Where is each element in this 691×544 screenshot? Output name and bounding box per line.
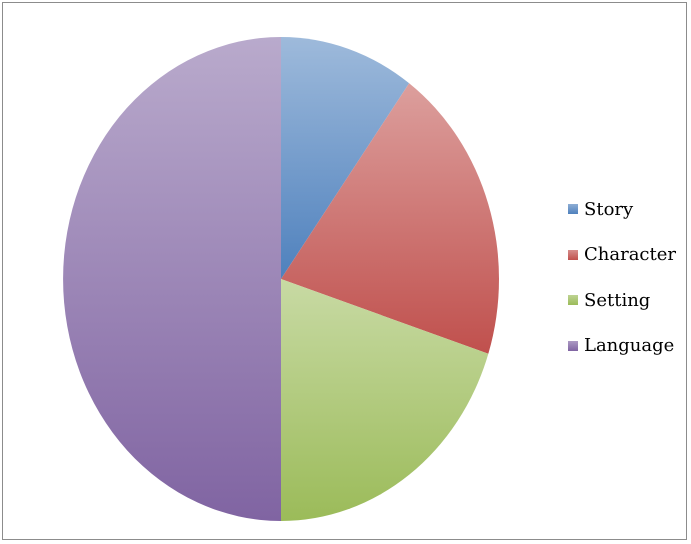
legend-swatch-language — [568, 340, 578, 351]
pie-chart — [63, 37, 499, 521]
legend-item-story: Story — [568, 198, 676, 220]
pie-slice-character — [281, 83, 499, 354]
pie-slice-setting — [281, 279, 489, 521]
pie-slice-language — [63, 37, 281, 521]
legend-item-language: Language — [568, 335, 676, 356]
legend: Story Character Setting Language — [568, 199, 676, 381]
legend-label-language: Language — [584, 335, 675, 356]
legend-item-setting: Setting — [568, 289, 676, 311]
legend-label-setting: Setting — [584, 289, 651, 311]
legend-item-character: Character — [568, 244, 677, 265]
legend-swatch-story — [568, 204, 578, 214]
legend-swatch-setting — [568, 295, 578, 305]
legend-swatch-character — [568, 249, 578, 260]
pie-slice-story — [281, 37, 410, 279]
legend-label-character: Character — [584, 244, 677, 265]
legend-label-story: Story — [584, 198, 634, 220]
